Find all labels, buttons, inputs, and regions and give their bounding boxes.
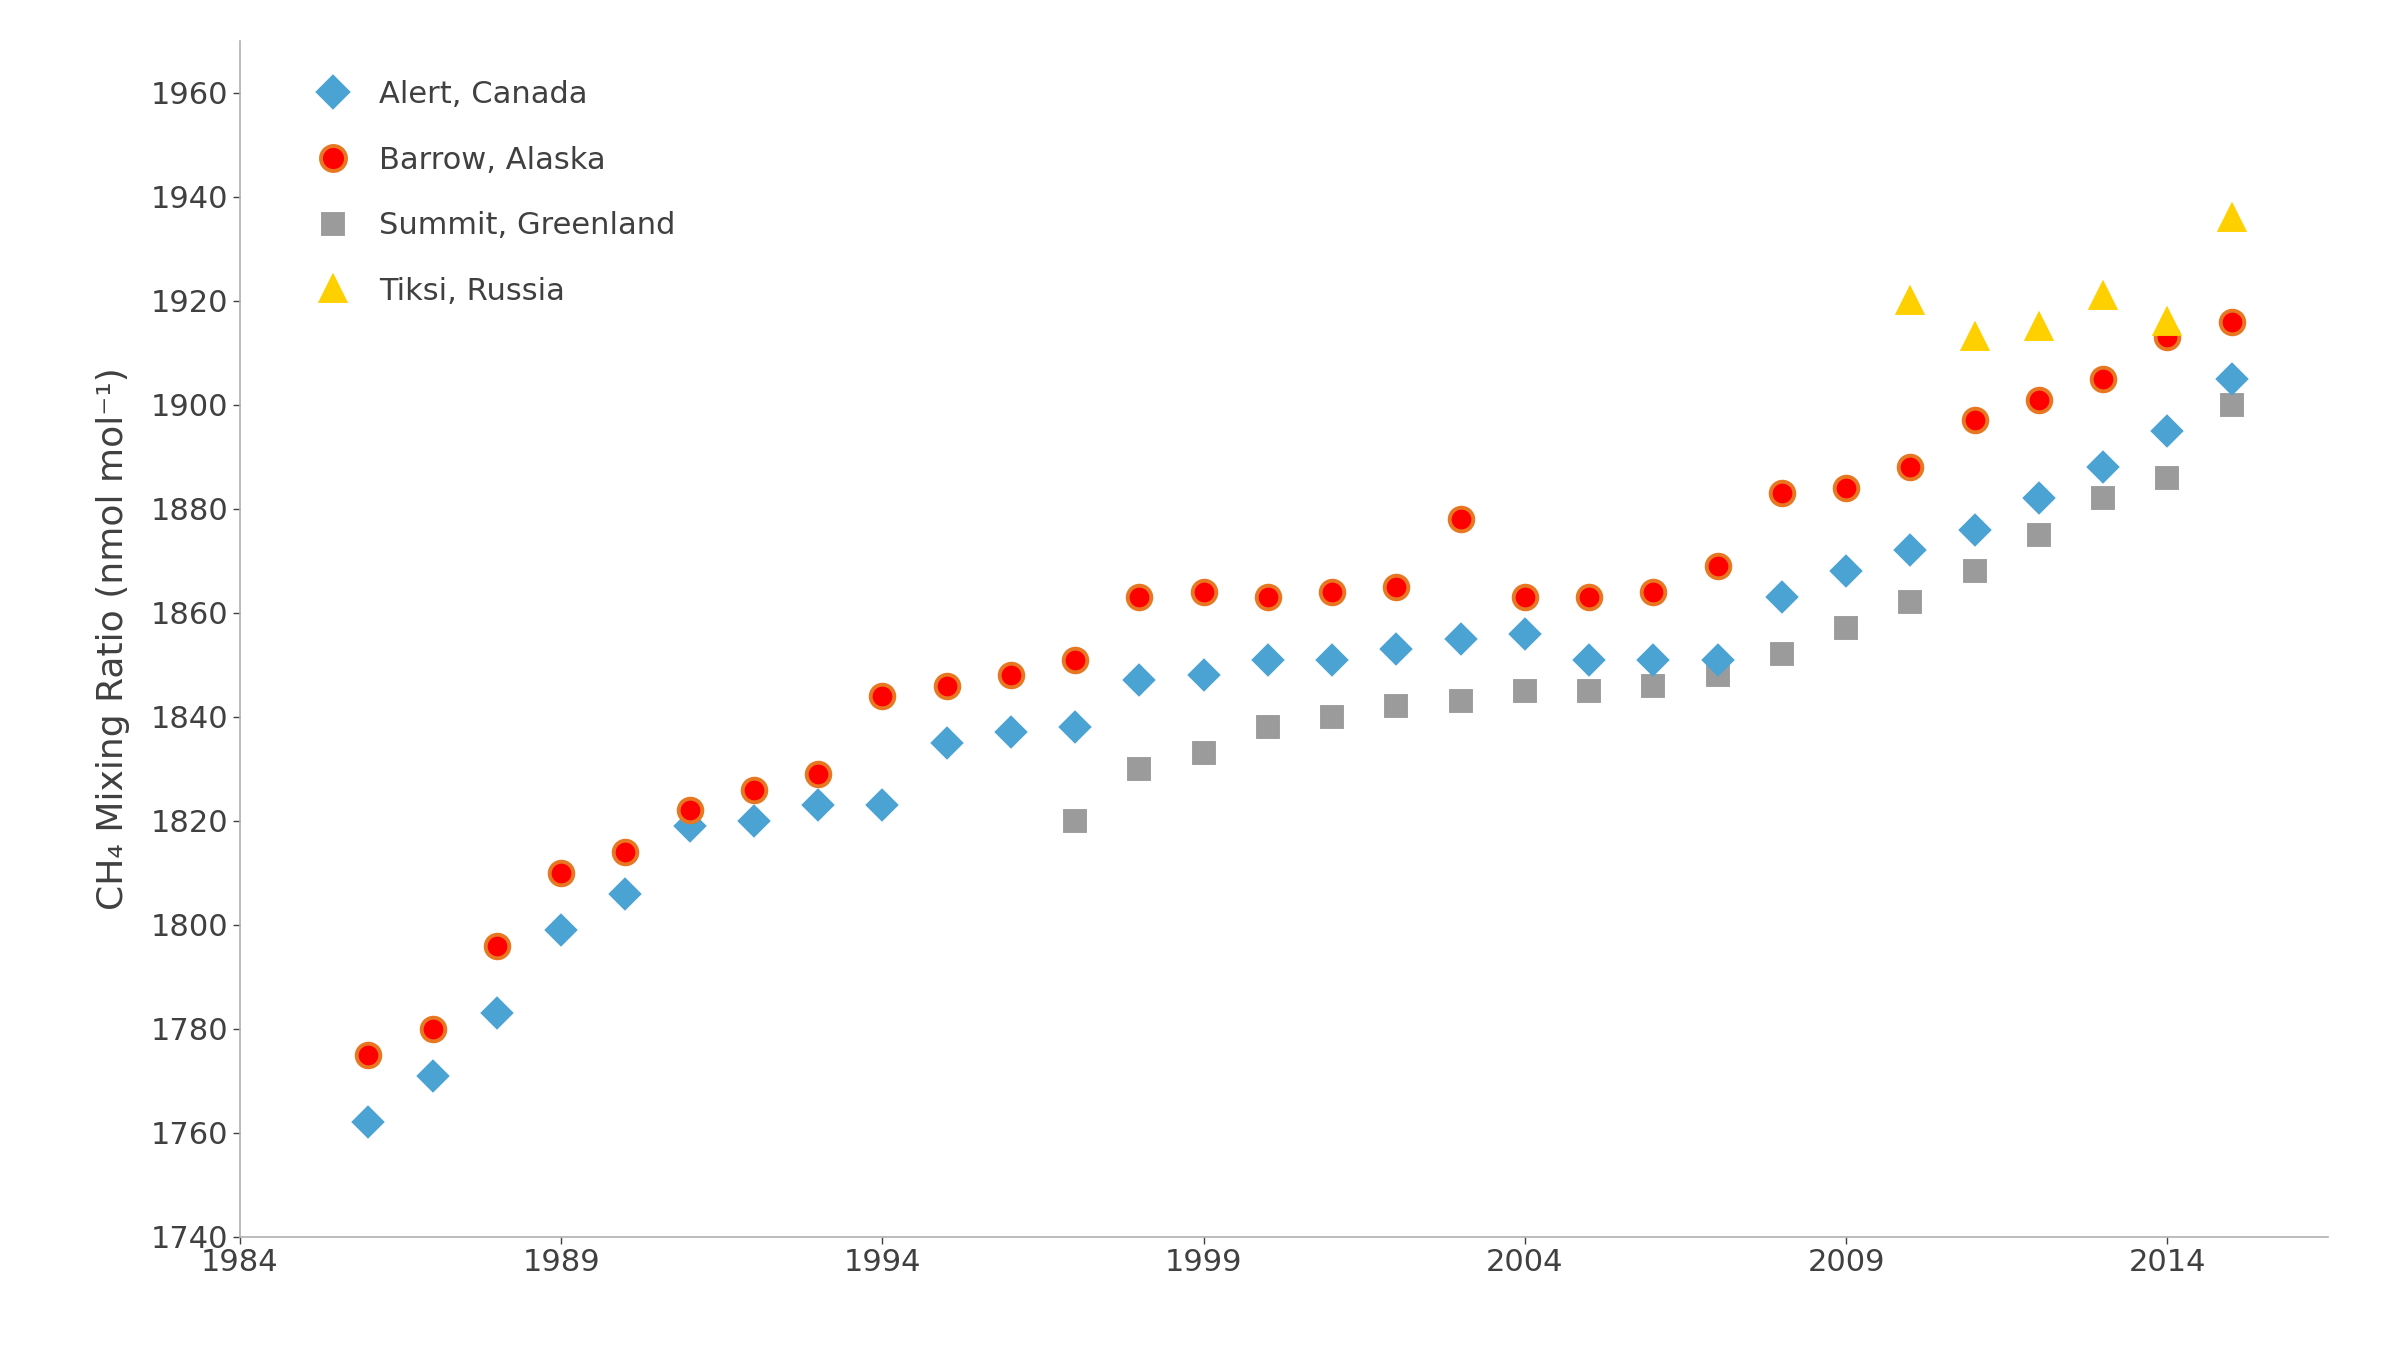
- Legend: Alert, Canada, Barrow, Alaska, Summit, Greenland, Tiksi, Russia: Alert, Canada, Barrow, Alaska, Summit, G…: [317, 80, 674, 306]
- Y-axis label: CH₄ Mixing Ratio (nmol mol⁻¹): CH₄ Mixing Ratio (nmol mol⁻¹): [96, 367, 130, 911]
